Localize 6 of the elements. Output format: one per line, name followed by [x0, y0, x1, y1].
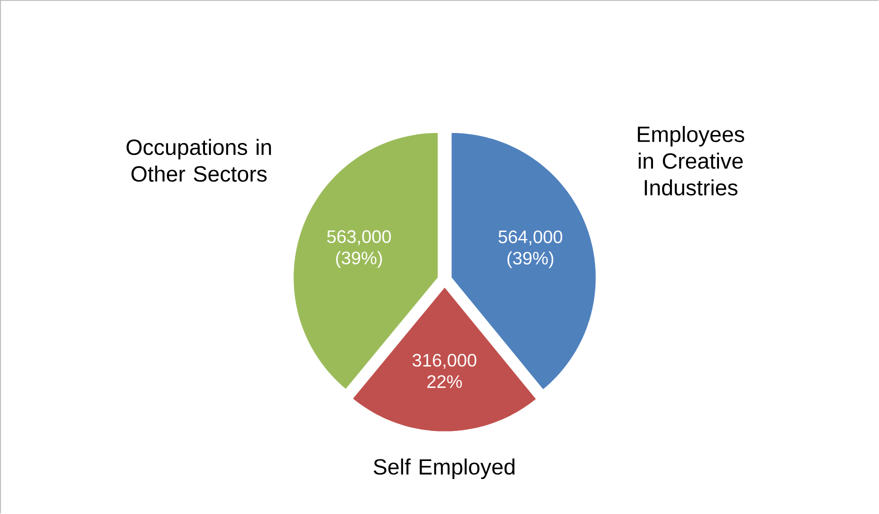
data-label: 316,000 22%	[412, 354, 476, 388]
data-label: 563,000 (39%)	[327, 230, 391, 268]
slice-label: Self Employed	[374, 458, 514, 480]
data-label: 564,000 (39%)	[498, 230, 562, 268]
slice-label: Employees in Creative Industries	[638, 126, 744, 196]
slice-label: Occupations in Other Sectors	[126, 139, 271, 182]
